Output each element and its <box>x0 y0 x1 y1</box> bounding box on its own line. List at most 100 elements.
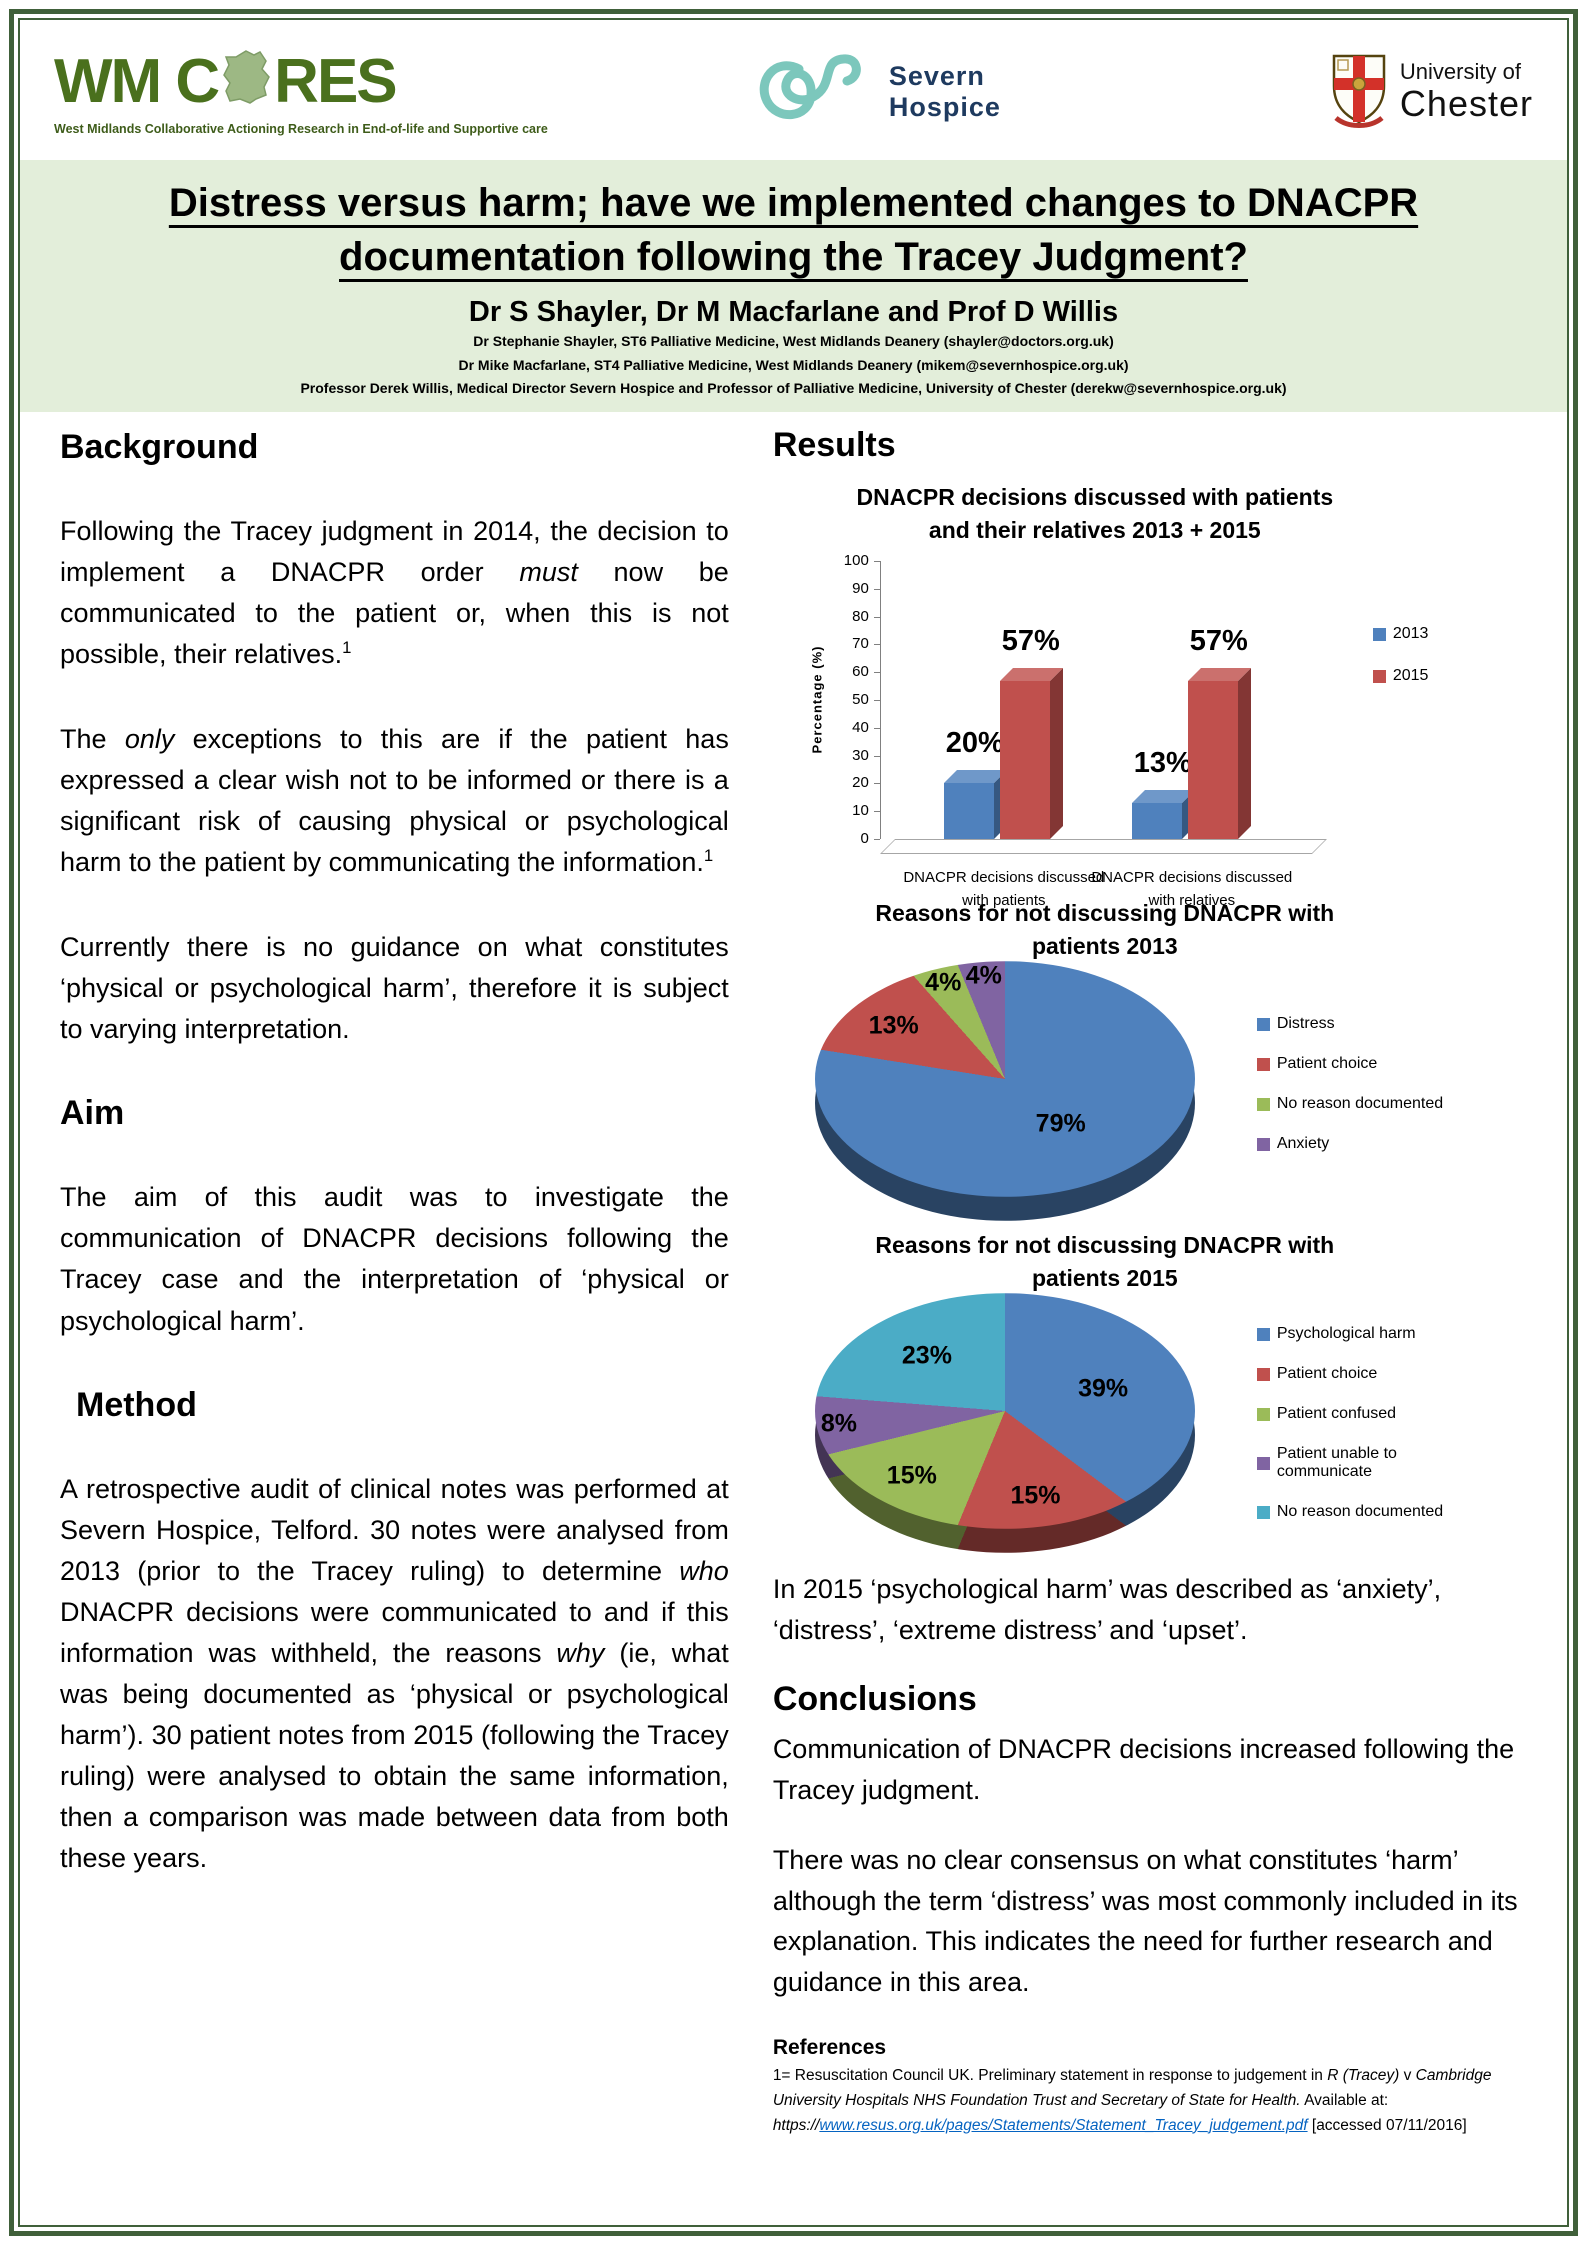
content-columns: Background Following the Tracey judgment… <box>20 412 1567 2225</box>
affiliation-3: Professor Derek Willis, Medical Director… <box>300 380 1287 397</box>
y-tick-mark <box>873 644 880 646</box>
legend-label: 2015 <box>1392 667 1429 685</box>
wm-cores-text-pre: WM C <box>54 47 220 116</box>
y-tick-label: 10 <box>852 802 869 820</box>
pie-chart-2013: Reasons for not discussing DNACPR with pa… <box>785 897 1485 1229</box>
severn-hospice-logo: Severn Hospice <box>755 47 1001 138</box>
legend-item: Patient choice <box>1256 1365 1485 1383</box>
y-tick-label: 20 <box>852 774 869 792</box>
pie-label-no-reason-documented: 4% <box>925 968 962 997</box>
pie-chart-title: Reasons for not discussing DNACPR with pa… <box>875 1232 1335 1292</box>
reference-entry: 1= Resuscitation Council UK. Preliminary… <box>772 2067 1492 2134</box>
background-paragraph-1: Following the Tracey judgment in 2014, t… <box>60 516 729 670</box>
legend-label: Patient unable to communicate <box>1276 1445 1397 1481</box>
legend-label: Patient choice <box>1276 1055 1378 1073</box>
legend-swatch <box>1372 669 1386 683</box>
references-heading: References <box>772 2036 887 2060</box>
y-tick-label: 90 <box>852 579 869 597</box>
bar-label-2013-0: 20% <box>945 727 1004 760</box>
pie-legend: Psychological harm Patient choice Patient … <box>1256 1325 1485 1543</box>
bar-side-2015-0 <box>1049 667 1063 840</box>
title-band: Distress versus harm; have we implemente… <box>20 160 1567 413</box>
y-tick-mark <box>873 811 880 813</box>
y-tick-mark <box>873 783 880 785</box>
legend-label: 2013 <box>1392 625 1429 643</box>
bar-category-label-1: DNACPR decisions discussed with relatives <box>1091 869 1293 909</box>
affiliation-2: Dr Mike Macfarlane, ST4 Palliative Medic… <box>458 356 1129 373</box>
conclusions-heading: Conclusions <box>772 1680 977 1719</box>
conclusion-paragraph-1: Communication of DNACPR decisions increa… <box>772 1734 1515 1805</box>
legend-swatch <box>1256 1505 1270 1519</box>
references-section: References 1= Resuscitation Council UK. … <box>773 2036 1527 2138</box>
pie-wrap: 79% 13% 4% 4% <box>814 961 1195 1221</box>
chester-name: University of Chester <box>1399 59 1533 124</box>
pie-wrap: 39% 15% 15% 8% 23% <box>814 1293 1195 1553</box>
pie-label-patient-confused: 15% <box>886 1461 937 1490</box>
legend-label: No reason documented <box>1276 1503 1444 1521</box>
y-tick-label: 30 <box>852 746 869 764</box>
y-tick-mark <box>873 561 880 563</box>
y-tick-mark <box>873 727 880 729</box>
pie-legend: Distress Patient choice No reason document… <box>1256 1015 1444 1175</box>
header-logos: WM C RES West Midlands Collaborative Acti… <box>20 20 1567 160</box>
legend-label: No reason documented <box>1276 1095 1444 1113</box>
legend-item: 2013 <box>1372 625 1429 643</box>
pie-label-anxiety: 4% <box>965 961 1002 990</box>
legend-swatch <box>1256 1057 1270 1071</box>
legend-item: Patient unable to communicate <box>1256 1445 1485 1481</box>
y-tick-label: 60 <box>852 663 869 681</box>
results-heading: Results <box>772 426 896 465</box>
pie-label-patient-choice: 15% <box>1010 1481 1061 1510</box>
legend-item: Anxiety <box>1256 1135 1443 1153</box>
affiliation-1: Dr Stephanie Shayler, ST6 Palliative Med… <box>473 333 1114 349</box>
wm-cores-wordmark: WM C RES <box>54 47 398 116</box>
y-tick-mark <box>873 839 880 841</box>
legend-swatch <box>1256 1327 1270 1341</box>
bar-2015-0 <box>999 680 1050 840</box>
aim-paragraph: The aim of this audit was to investigate… <box>60 1182 729 1336</box>
y-tick-label: 0 <box>860 830 869 848</box>
bar-label-2015-1: 57% <box>1189 624 1248 657</box>
university-of-chester-logo: University of Chester <box>1328 52 1533 133</box>
y-tick-label: 80 <box>852 607 869 625</box>
legend-label: Patient confused <box>1276 1405 1397 1423</box>
method-heading: Method <box>76 1385 197 1424</box>
wm-cores-logo: WM C RES West Midlands Collaborative Acti… <box>54 49 548 136</box>
legend-item: No reason documented <box>1256 1503 1485 1521</box>
poster-title-line-2: documentation following the Tracey Judgm… <box>339 235 1248 279</box>
bar-chart-title: DNACPR decisions discussed with patients… <box>856 484 1334 544</box>
right-column: Results DNACPR decisions discussed with … <box>773 422 1527 2225</box>
bar-chart-legend: 2013 2015 <box>1372 625 1429 709</box>
y-tick-mark <box>873 700 880 702</box>
y-tick-label: 70 <box>852 635 869 653</box>
poster-title-line-1: Distress versus harm; have we implemente… <box>168 181 1419 225</box>
legend-item: Distress <box>1256 1015 1443 1033</box>
y-tick-label: 50 <box>852 691 869 709</box>
bar-2013-0 <box>943 783 994 840</box>
legend-item: Patient confused <box>1256 1405 1485 1423</box>
bar-label-2015-0: 57% <box>1001 624 1060 657</box>
y-tick-label: 100 <box>843 552 869 570</box>
authors: Dr S Shayler, Dr M Macfarlane and Prof D… <box>468 296 1119 328</box>
y-tick-mark <box>873 616 880 618</box>
pie-disc <box>814 961 1195 1197</box>
severn-swirl-icon <box>755 47 875 138</box>
pie-label-patient-unable-to-communicate: 8% <box>820 1409 857 1438</box>
bar-category-label-0: DNACPR decisions discussed with patients <box>903 869 1105 909</box>
legend-swatch <box>1256 1137 1270 1151</box>
results-summary-text: In 2015 ‘psychological harm’ was describ… <box>772 1574 1442 1645</box>
conclusion-paragraph-2: There was no clear consensus on what con… <box>772 1845 1518 1997</box>
legend-swatch <box>1256 1097 1270 1111</box>
wm-cores-tagline: West Midlands Collaborative Actioning Re… <box>54 121 548 136</box>
legend-item: 2015 <box>1372 667 1429 685</box>
reference-link[interactable]: www.resus.org.uk/pages/Statements/Statem… <box>819 2116 1308 2134</box>
west-midlands-map-icon <box>220 49 272 116</box>
legend-label: Patient choice <box>1276 1365 1378 1383</box>
y-tick-mark <box>873 672 880 674</box>
legend-swatch <box>1256 1017 1270 1031</box>
severn-hospice-name: Severn Hospice <box>888 60 1001 122</box>
y-tick-mark <box>873 588 880 590</box>
pie-label-no-reason-documented: 23% <box>901 1341 952 1370</box>
y-tick-label: 40 <box>852 718 869 736</box>
